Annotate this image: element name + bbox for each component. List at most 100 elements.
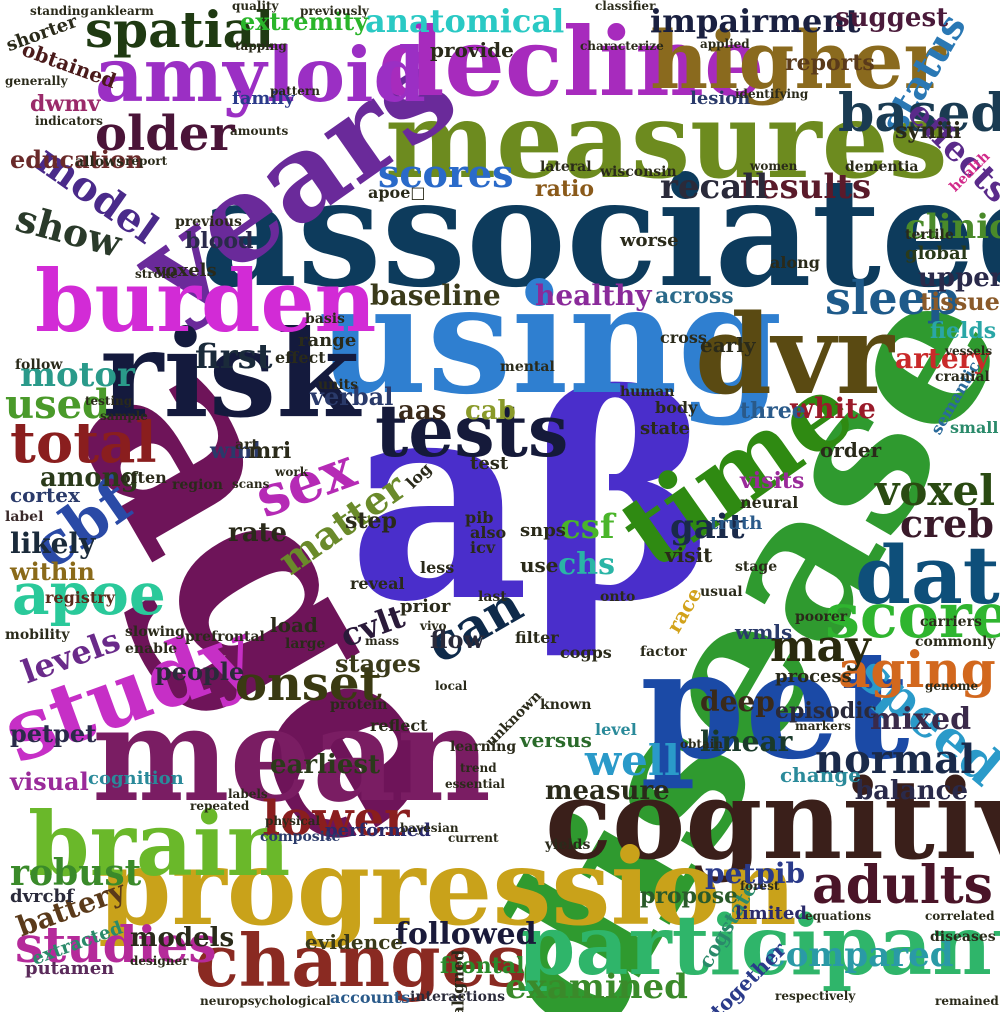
word-enable: enable	[125, 641, 178, 657]
word-using: using	[318, 252, 783, 428]
word-tertile: tertile	[905, 227, 954, 243]
word-pet: pet	[640, 617, 910, 793]
word-follow: follow	[15, 357, 63, 373]
word-mental: mental	[500, 359, 555, 375]
word-pattern: pattern	[270, 84, 320, 98]
word-chs: chs	[558, 547, 615, 582]
word-change: change	[780, 763, 861, 787]
word-anatomical: anatomical	[365, 2, 565, 40]
word-tissue: tissue	[920, 287, 1000, 316]
word-current: current	[448, 831, 499, 845]
word-level: level	[595, 720, 637, 739]
word-episodic: episodic	[775, 698, 877, 724]
word-examined: examined	[505, 967, 688, 1007]
word-cortex: cortex	[10, 483, 80, 507]
word-last: last	[478, 589, 507, 605]
word-stages: stages	[335, 649, 421, 678]
word-human: human	[620, 384, 675, 400]
word-flow: flow	[430, 625, 485, 654]
word-step: step	[345, 508, 397, 534]
word-abeta: aβ	[348, 335, 716, 664]
word-provide: provide	[430, 38, 514, 62]
word-factor: factor	[640, 644, 687, 660]
word-previous: previous	[175, 214, 242, 230]
word-evidence: evidence	[305, 930, 404, 954]
word-three: three	[740, 398, 806, 424]
word-diseases: diseases	[930, 929, 996, 945]
word-aas: aas	[398, 396, 447, 426]
word-cognition: cognition	[88, 768, 184, 789]
word-creb: creb	[900, 501, 994, 546]
word-rate: rate	[228, 518, 288, 548]
word-units: units	[318, 377, 359, 393]
word-education: education	[10, 145, 144, 174]
word-previously: previously	[300, 4, 369, 18]
word-upper: upper	[918, 263, 1000, 293]
word-baseline: baseline	[370, 279, 501, 312]
word-apoe: apoe	[12, 560, 166, 628]
word-robust: robust	[10, 852, 142, 894]
word-earliest: earliest	[270, 750, 381, 780]
word-designer: designer	[130, 954, 189, 968]
word-csf: csf	[560, 507, 615, 547]
word-apoe-box: apoe□	[368, 183, 426, 202]
word-measure: measure	[545, 776, 670, 806]
word-total: total	[10, 410, 157, 476]
word-onset: onset	[235, 656, 382, 712]
word-impairment: impairment	[650, 2, 861, 40]
word-tests: tests	[375, 388, 569, 473]
word-motor: motor	[20, 355, 135, 395]
word-stage: stage	[735, 559, 778, 575]
word-state: state	[640, 418, 690, 439]
word-standing: standing	[30, 4, 89, 18]
word-poorer: poorer	[795, 609, 848, 625]
word-interactions: interactions	[410, 989, 506, 1005]
word-models: models	[130, 923, 235, 953]
word-scores: scores	[378, 151, 514, 196]
word-also: also	[470, 523, 507, 542]
word-compared: compared	[765, 935, 954, 975]
word-yields: yields	[545, 837, 591, 853]
word-associated: associated	[200, 145, 1000, 321]
word-correlated: correlated	[925, 909, 995, 923]
word-slowing: slowing	[125, 624, 185, 640]
word-extremity: extremity	[240, 7, 369, 36]
word-identifying: identifying	[735, 87, 809, 101]
word-order: order	[820, 438, 882, 462]
word-local: local	[435, 679, 468, 693]
word-report: report	[125, 154, 168, 168]
word-healthy: healthy	[535, 279, 652, 312]
word-studies: studies	[15, 915, 217, 974]
word-verbal: verbal	[310, 382, 394, 411]
word-petpet: petpet	[10, 719, 97, 748]
word-wmls: wmls	[735, 620, 793, 644]
word-results: results	[740, 167, 872, 207]
word-petpib: petpib	[705, 857, 806, 890]
word-load: load	[270, 613, 318, 637]
word-mobility: mobility	[5, 627, 70, 643]
word-forest: forest	[740, 879, 780, 893]
word-followed: followed	[395, 917, 537, 952]
word-well: well	[585, 736, 680, 785]
word-gait: gait	[670, 507, 745, 547]
word-vivo: vivo	[420, 619, 447, 633]
word-cross: cross	[660, 328, 707, 347]
word-women: women	[750, 159, 798, 173]
word-composite: composite	[260, 829, 341, 845]
word-adults: adults	[812, 855, 993, 916]
word-prefrontal: prefrontal	[185, 629, 265, 645]
word-prior: prior	[400, 596, 451, 617]
word-markers: markers	[795, 719, 851, 733]
word-sleep: sleep	[825, 271, 960, 325]
word-range: range	[298, 330, 357, 351]
word-commonly: commonly	[915, 634, 996, 650]
word-limited: limited	[735, 903, 807, 924]
word-recall: recall	[660, 167, 769, 207]
word-obtain: obtain	[680, 737, 723, 751]
word-small: small	[950, 418, 999, 437]
word-large: large	[285, 636, 326, 652]
word-work: work	[275, 465, 308, 479]
word-wisconsin: wisconsin	[600, 164, 677, 180]
word-linear: linear	[700, 725, 793, 758]
word-higher: higher	[650, 13, 946, 107]
